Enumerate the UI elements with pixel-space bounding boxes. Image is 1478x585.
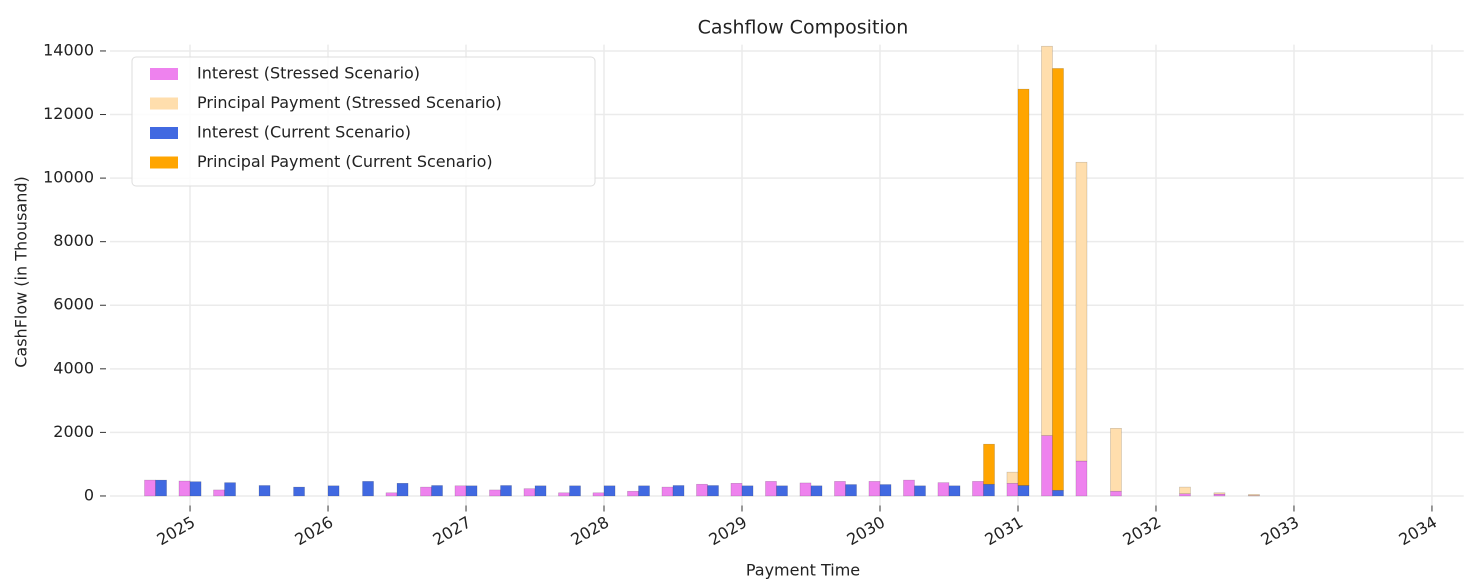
bar [983,484,994,496]
legend-label: Interest (Current Scenario) [197,123,411,142]
bar [731,483,742,496]
bar [156,480,167,496]
bar [708,485,719,495]
bar [949,486,960,496]
legend-swatch [150,157,178,169]
bar [1041,46,1052,435]
bar [834,481,845,496]
legend-label: Interest (Stressed Scenario) [197,64,420,83]
bar [777,486,788,496]
y-axis-label: CashFlow (in Thousand) [12,176,31,368]
bar [673,485,684,495]
bar [225,483,236,496]
bar [696,484,707,496]
bar [1018,485,1029,495]
bar [501,485,512,495]
bar [1214,493,1225,494]
legend-label: Principal Payment (Stressed Scenario) [197,93,502,112]
bar [1007,472,1018,483]
bar [1214,494,1225,496]
bar [639,486,650,496]
x-axis-label: Payment Time [746,561,860,580]
x-tick-label: 2027 [430,512,475,549]
bar [328,486,339,496]
bar [489,490,500,496]
bar [397,483,408,496]
bar [593,493,604,496]
bar [1110,428,1121,491]
bar [558,493,569,496]
y-tick-label: 0 [84,485,94,504]
bar [914,486,925,496]
x-tick-label: 2025 [154,512,199,549]
y-tick-label: 6000 [53,295,94,314]
chart-title: Cashflow Composition [698,17,909,39]
x-tick-label: 2028 [567,512,612,549]
bar [1179,487,1190,494]
bar [604,486,615,496]
bar [765,481,776,496]
bar [1076,162,1087,461]
bar [1007,483,1018,496]
x-tick-label: 2031 [981,512,1026,549]
bar [1052,490,1063,496]
bar [259,485,270,495]
bar [1110,491,1121,496]
y-tick-label: 10000 [43,168,94,187]
bar [1248,494,1259,495]
bar [294,487,305,496]
y-tick-label: 12000 [43,104,94,123]
bar [1179,494,1190,496]
bar [938,483,949,496]
y-tick-label: 4000 [53,358,94,377]
x-tick-label: 2026 [292,512,337,549]
bar [662,487,673,496]
y-tick-label: 8000 [53,231,94,250]
bar [524,489,535,496]
bar [811,486,822,496]
bar [742,486,753,496]
bar [363,481,374,496]
bar [1041,436,1052,496]
legend-label: Principal Payment (Current Scenario) [197,152,493,171]
bar [1052,68,1063,490]
bar [903,480,914,496]
y-tick-label: 2000 [53,422,94,441]
x-tick-label: 2034 [1395,512,1440,549]
legend-swatch [150,98,178,110]
legend-swatch [150,127,178,139]
bar [972,481,983,496]
bar [420,487,431,496]
bar [466,486,477,496]
bar [570,486,581,496]
bar [190,482,201,496]
bar [535,486,546,496]
bar [455,486,466,496]
x-tick-label: 2032 [1119,512,1164,549]
bar [880,485,891,496]
bar [1018,89,1029,485]
bar [627,491,638,496]
x-tick-label: 2030 [843,512,888,549]
bar [144,480,155,496]
x-tick-label: 2029 [705,512,750,549]
bar [432,485,443,495]
bar [213,490,224,496]
bar [1076,461,1087,496]
y-tick-label: 14000 [43,40,94,59]
legend: Interest (Stressed Scenario) Principal Pa… [132,57,595,186]
bar [845,485,856,496]
legend-swatch [150,68,178,80]
bar [869,481,880,496]
bar [983,444,994,484]
bar [800,483,811,496]
x-tick-label: 2033 [1257,512,1302,549]
bar [386,493,397,496]
bar [179,481,190,496]
